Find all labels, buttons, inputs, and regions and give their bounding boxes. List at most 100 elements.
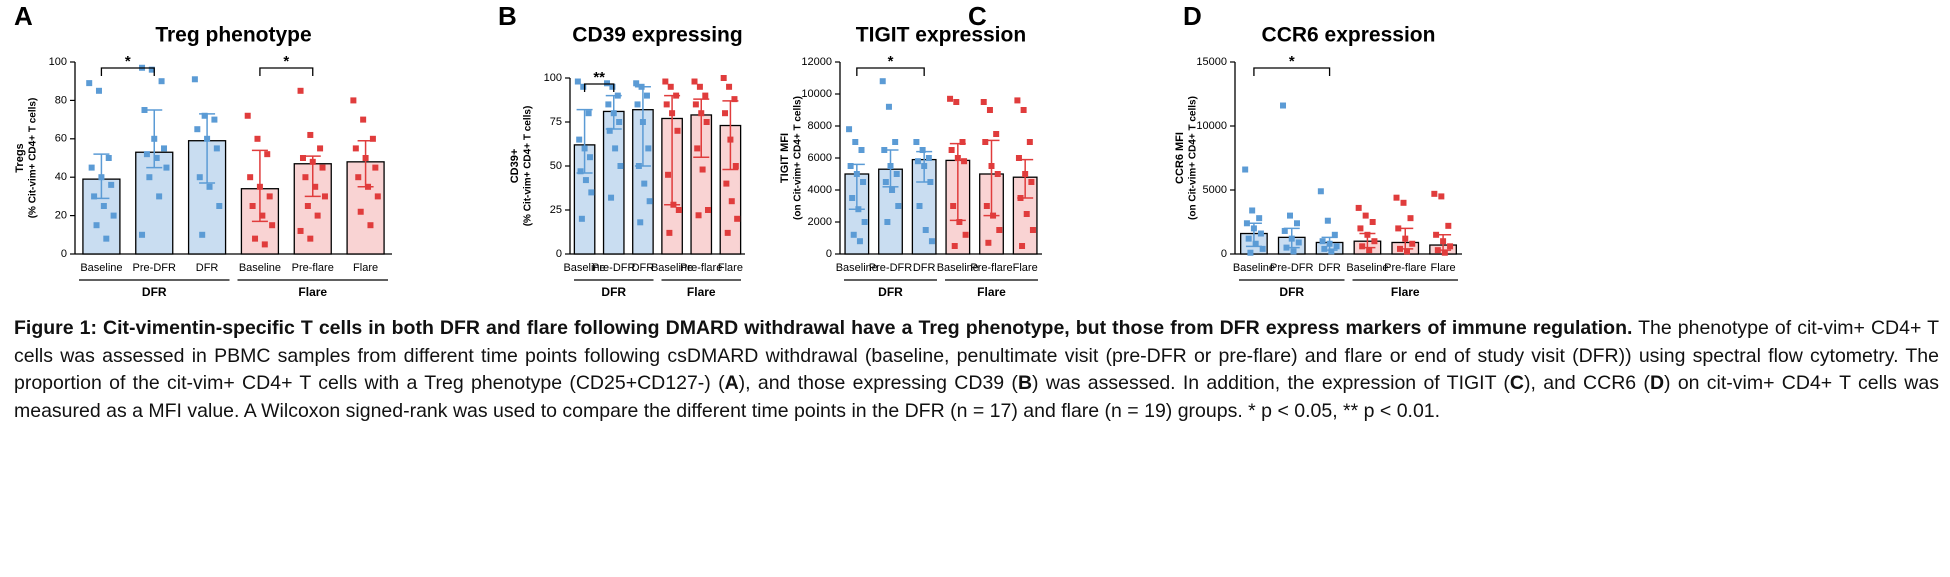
data-point [1441,249,1448,256]
data-point [254,135,261,142]
data-point [582,177,589,184]
y-tick-label: 0 [556,248,562,260]
data-point [360,116,367,123]
x-tick-label: Baseline [651,262,693,274]
panel-ref: A [724,372,739,394]
x-tick-label: Pre-flare [680,262,722,274]
data-point [665,171,672,178]
x-tick-label: DFR [632,262,655,274]
data-point [1447,243,1454,250]
data-point [734,215,741,222]
y-tick-label: 15000 [1196,56,1227,68]
panel-letter: D [1183,1,1202,31]
data-point [724,229,731,236]
data-point [847,163,854,169]
data-point [674,127,681,134]
data-point [993,131,1000,137]
data-point [374,193,381,200]
group-label: Flare [687,285,716,299]
data-point [892,139,899,145]
data-point [860,179,867,185]
data-point [355,174,362,181]
data-point [269,222,276,229]
data-point [1319,238,1326,245]
data-point [879,78,886,85]
data-point [1328,248,1335,255]
data-point [369,135,376,142]
data-point [297,227,304,234]
data-point [302,174,309,181]
y-tick-label: 25 [550,204,562,216]
data-point [574,78,581,85]
data-point [882,179,889,185]
data-point [983,203,990,209]
x-tick-label: Pre-flare [970,262,1012,274]
data-point [925,155,932,161]
data-point [201,112,208,119]
data-point [1355,204,1362,211]
data-point [980,99,987,105]
data-point [928,238,935,245]
group-label: DFR [878,285,903,299]
y-tick-label: 5000 [1203,184,1227,196]
panel-letter: C [968,1,987,31]
significance-label: * [125,53,131,70]
y-tick-label: 60 [55,133,67,145]
x-tick-label: Baseline [563,262,605,274]
data-point [695,212,702,219]
data-point [950,203,957,209]
group-label: DFR [1279,285,1304,299]
data-point [726,83,733,90]
data-point [1400,199,1407,206]
data-point [643,92,650,99]
data-point [641,180,648,187]
significance-bracket [856,67,925,76]
x-tick-label: DFR [196,262,219,274]
data-point [1249,207,1256,214]
data-point [194,126,201,133]
data-point [588,189,595,196]
caption: Figure 1: Cit-vimentin-specific T cells … [14,315,1939,425]
data-point [261,241,268,248]
x-tick-label: Baseline [937,262,979,274]
data-point [1357,225,1364,232]
data-point [317,145,324,152]
data-point [885,103,892,110]
y-tick-label: 0 [61,248,67,260]
y-axis-label: (% Cit-vim+ CD4+ T cells) [28,98,39,219]
data-point [986,107,993,113]
data-point [846,126,853,133]
data-point [703,119,710,125]
y-tick-label: 10000 [1196,120,1227,132]
y-axis-label: Tregs [14,143,26,172]
data-point [252,235,259,242]
data-point [1359,243,1366,250]
data-point [213,145,220,152]
data-point [1445,222,1452,229]
data-point [884,219,891,225]
data-point [953,99,960,105]
data-point [216,203,223,209]
y-axis-label: (on Cit-vim+ CD4+ T cells) [1188,96,1199,220]
data-point [702,92,709,99]
data-point [861,219,868,225]
significance-label: * [1289,53,1295,70]
data-point [1403,248,1410,255]
group-label: Flare [1391,285,1420,299]
data-point [299,155,306,161]
data-point [608,194,615,201]
data-point [675,207,682,213]
x-tick-label: Flare [718,262,743,274]
data-point [646,198,653,205]
y-tick-label: 20 [55,210,67,222]
x-tick-label: Pre-DFR [869,262,912,274]
data-point [577,168,584,175]
data-point [858,147,865,153]
y-tick-label: 2000 [808,216,832,228]
y-tick-label: 50 [550,160,562,172]
data-point [1028,179,1035,185]
data-point [699,166,706,173]
data-point [1431,190,1438,197]
data-point [576,136,583,143]
data-point [606,127,613,134]
